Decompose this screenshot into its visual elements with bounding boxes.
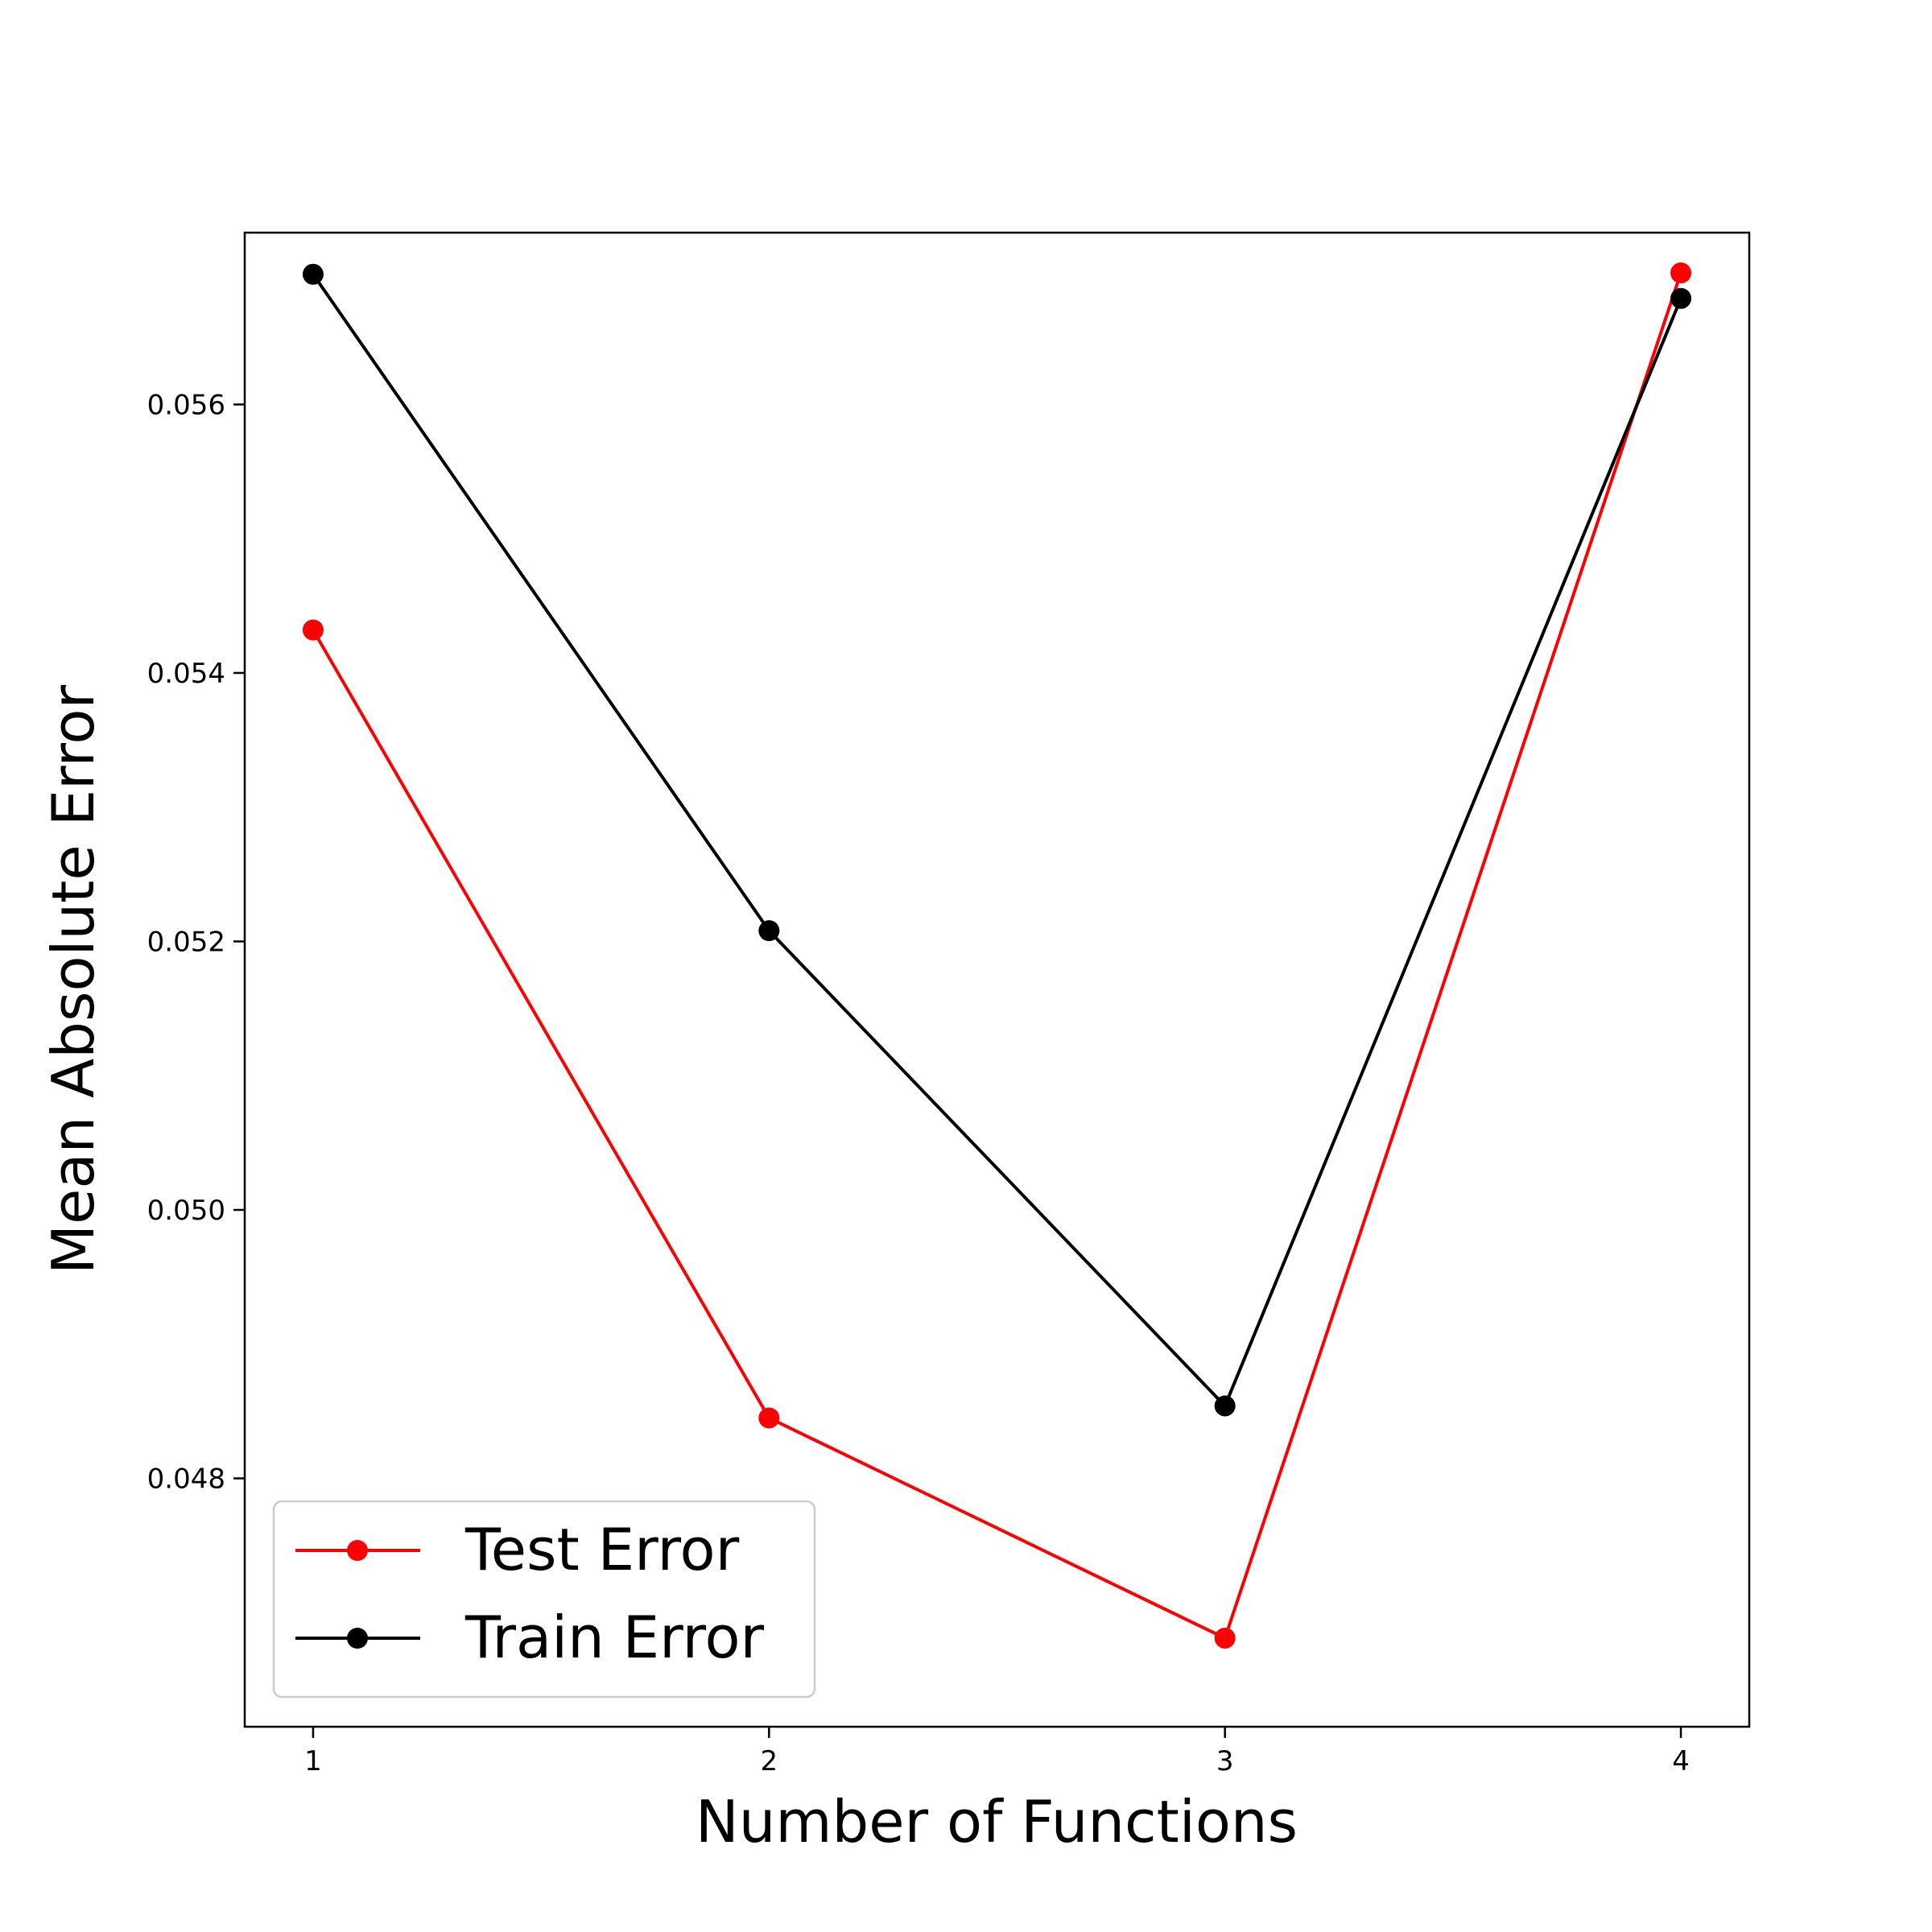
data-point-test-error <box>1214 1627 1236 1649</box>
y-tick-label: 0.052 <box>147 926 225 958</box>
legend-label-test-error: Test Error <box>464 1516 740 1583</box>
data-point-test-error <box>758 1407 780 1429</box>
x-tick-label: 1 <box>304 1745 322 1777</box>
data-point-test-error <box>302 619 324 641</box>
data-point-test-error <box>1670 262 1692 284</box>
legend-label-train-error: Train Error <box>464 1604 765 1671</box>
y-tick-label: 0.050 <box>147 1195 225 1227</box>
x-tick-label: 4 <box>1672 1745 1690 1777</box>
plot-frame <box>243 231 1751 1728</box>
series-line-test-error <box>312 272 1682 1640</box>
series-layer <box>302 262 1692 1649</box>
y-tick-label: 0.048 <box>147 1463 225 1496</box>
y-tick-label: 0.056 <box>147 389 225 421</box>
data-point-train-error <box>1214 1395 1236 1417</box>
data-point-train-error <box>1670 287 1692 309</box>
legend: Test Error Train Error <box>272 1500 816 1699</box>
legend-marker-test-error <box>347 1540 368 1561</box>
x-tick-label: 3 <box>1216 1745 1234 1777</box>
y-tick-label: 0.054 <box>147 658 225 690</box>
x-tick-label: 2 <box>760 1745 778 1777</box>
axis-ticks: 1 2 3 4 0.048 0.050 0.052 0.054 0.056 <box>147 389 1690 1777</box>
series-line-train-error <box>312 273 1682 1408</box>
data-point-train-error <box>302 263 324 285</box>
y-axis-title: Mean Absolute Error <box>39 685 107 1275</box>
data-point-train-error <box>758 920 780 942</box>
x-axis-title: Number of Functions <box>696 1788 1298 1856</box>
legend-marker-train-error <box>347 1628 368 1649</box>
